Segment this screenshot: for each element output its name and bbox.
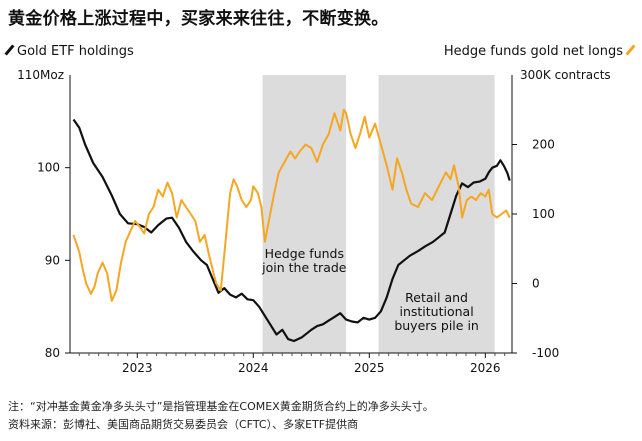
right-tick-label: 100 [532,207,555,221]
shaded-period-2-label: Retail and [405,290,468,305]
right-tick-label: 200 [532,138,555,152]
x-tick-label: 2026 [470,361,501,375]
shaded-period-2-label: institutional [399,304,473,319]
x-tick-label: 2024 [238,361,269,375]
left-tick-label: 100 [37,161,60,175]
gold-etf-line [72,118,511,343]
shaded-period-1-label: join the trade [261,260,347,275]
shaded-period-2-label: buyers pile in [394,318,479,333]
chart-title: 黄金价格上涨过程中，买家来来往往，不断变换。 [8,9,389,29]
right-tick-label: -100 [532,346,559,360]
left-tick-label: 90 [45,253,60,267]
legend-hedge-funds: Hedge funds gold net longs [443,44,636,59]
right-tick-label: 0 [532,277,540,291]
right-axis-unit-label: 300K contracts [520,68,611,82]
left-axis-unit-label: 110Moz [17,68,64,82]
shaded-period-1-label: Hedge funds [265,246,344,261]
source-note: 资料来源：彭博社、美国商品期货交易委员会（CFTC）、多家ETF提供商 [8,418,359,431]
legend-hedge-funds-label: Hedge funds gold net longs [443,44,623,59]
x-tick-label: 2025 [354,361,385,375]
left-tick-label: 80 [45,346,60,360]
shaded-period-2 [378,75,495,353]
legend-gold-etf-label: Gold ETF holdings [17,44,134,59]
footnote: 注：“对冲基金黄金净多头头寸”是指管理基金在COMEX黄金期货合约上的净多头头寸… [8,400,434,413]
hedge-funds-line [72,108,511,302]
legend-gold-etf: Gold ETF holdings [4,44,134,59]
x-tick-label: 2023 [122,361,153,375]
